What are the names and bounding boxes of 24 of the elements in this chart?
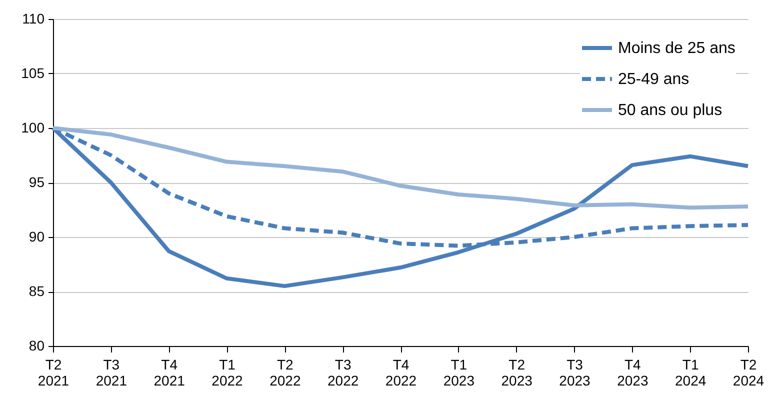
y-tick-label: 85 xyxy=(28,283,45,299)
y-tick-label: 100 xyxy=(21,120,45,136)
x-tick-label: T4 2022 xyxy=(385,356,417,388)
legend-label: 25-49 ans xyxy=(618,71,690,88)
y-tick-label: 95 xyxy=(28,174,45,190)
x-tick-label: T2 2024 xyxy=(732,356,764,388)
x-tick-label: T4 2021 xyxy=(154,356,186,388)
x-tick-label: T1 2023 xyxy=(443,356,475,388)
x-tick-label: T1 2022 xyxy=(212,356,244,388)
legend-label: 50 ans ou plus xyxy=(618,102,722,119)
y-tick-label: 105 xyxy=(21,65,45,81)
y-tick-label: 110 xyxy=(22,10,45,26)
y-tick-label: 90 xyxy=(28,228,45,244)
legend-label: Moins de 25 ans xyxy=(618,40,736,57)
x-tick-label: T4 2023 xyxy=(617,356,648,388)
x-tick-label: T3 2021 xyxy=(96,356,128,388)
x-tick-label: T1 2024 xyxy=(675,356,706,388)
line-series xyxy=(51,126,750,210)
x-tick-label: T2 2023 xyxy=(501,356,533,388)
x-tick-label: T2 2021 xyxy=(38,356,70,388)
y-tick-label: 80 xyxy=(28,338,45,354)
x-tick-label: T2 2022 xyxy=(270,356,301,388)
x-tick-label: T3 2022 xyxy=(328,356,359,388)
x-tick-label: T3 2023 xyxy=(559,356,591,388)
